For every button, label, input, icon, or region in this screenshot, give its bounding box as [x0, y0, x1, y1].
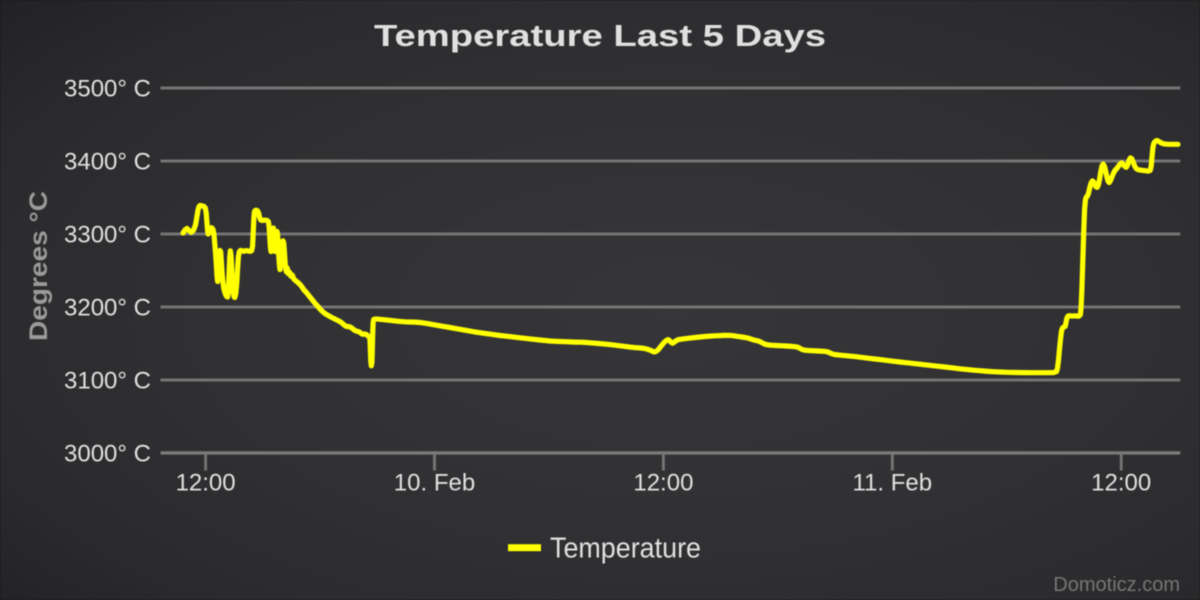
svg-text:12:00: 12:00: [633, 470, 693, 497]
svg-text:Temperature: Temperature: [550, 533, 701, 565]
svg-text:Degrees °C: Degrees °C: [25, 191, 53, 341]
svg-text:3300° C: 3300° C: [64, 222, 151, 249]
svg-text:Temperature Last 5 Days: Temperature Last 5 Days: [374, 18, 826, 53]
svg-text:10. Feb: 10. Feb: [394, 470, 475, 497]
svg-text:3100° C: 3100° C: [64, 368, 151, 395]
svg-text:3000° C: 3000° C: [64, 440, 151, 467]
svg-text:Domoticz.com: Domoticz.com: [1053, 574, 1180, 596]
svg-text:12:00: 12:00: [1091, 470, 1151, 497]
svg-text:3200° C: 3200° C: [64, 295, 151, 322]
svg-text:3500° C: 3500° C: [64, 76, 151, 103]
svg-text:11. Feb: 11. Feb: [852, 470, 932, 497]
svg-text:3400° C: 3400° C: [64, 149, 151, 176]
svg-text:12:00: 12:00: [176, 470, 236, 497]
